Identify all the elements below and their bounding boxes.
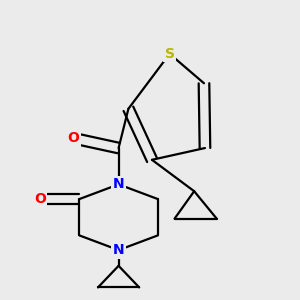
Text: N: N [113, 177, 124, 191]
Text: S: S [165, 47, 175, 61]
Text: O: O [34, 192, 46, 206]
Text: O: O [68, 131, 80, 145]
Text: N: N [113, 243, 124, 257]
